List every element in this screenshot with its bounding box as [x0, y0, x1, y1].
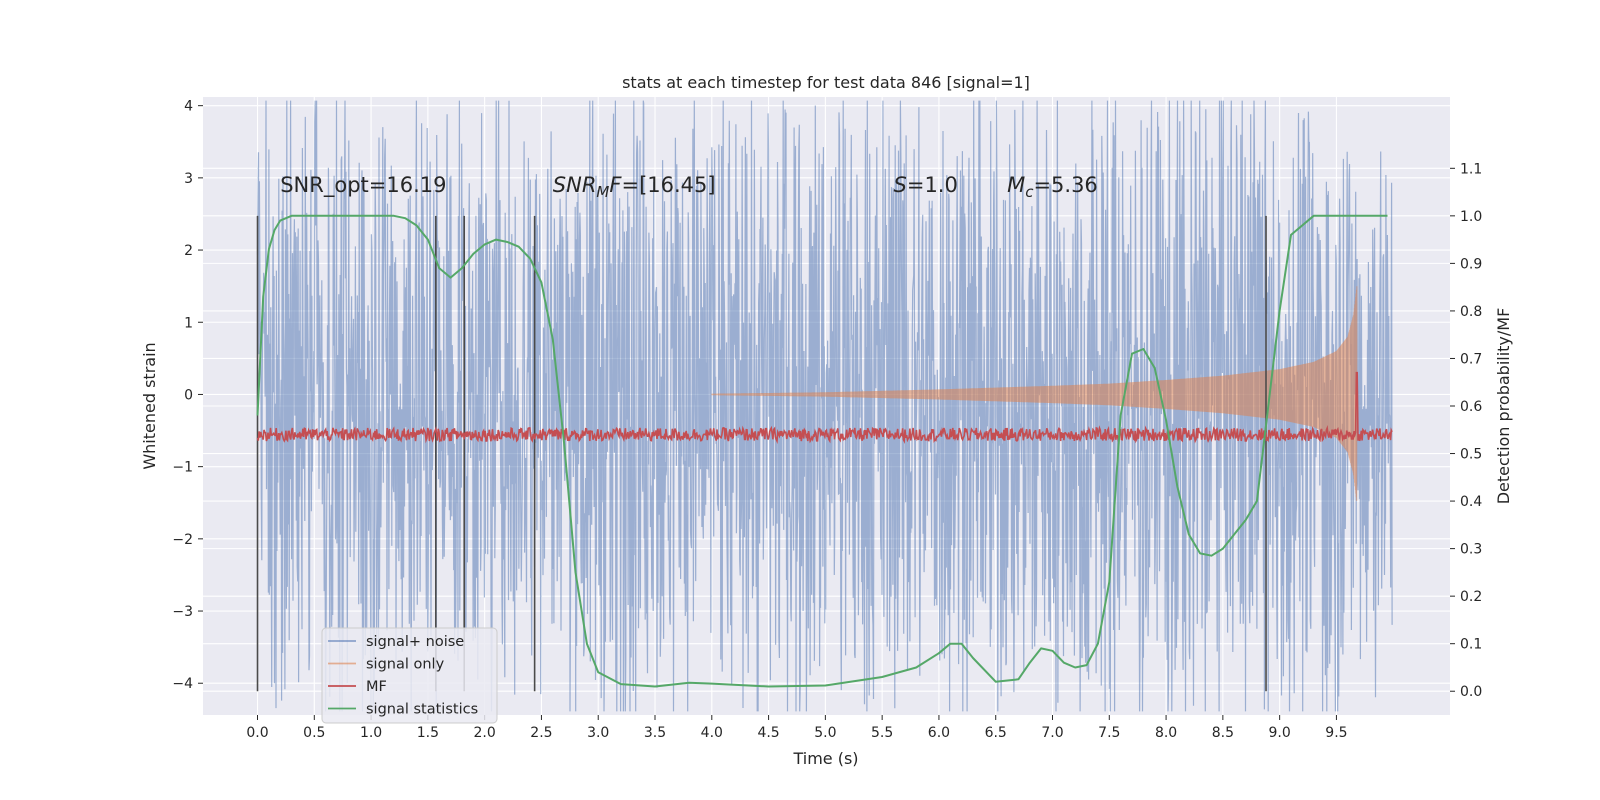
- y-axis-label: Whitened strain: [140, 342, 159, 469]
- signal-noise-series: [256, 100, 1393, 712]
- vertical-lines: [256, 215, 1267, 692]
- x-tick-label: 0.0: [246, 725, 268, 741]
- y-tick-label: −4: [172, 676, 193, 692]
- y-axis-right-label: Detection probability/MF: [1494, 308, 1513, 505]
- y-right-tick-label: 0.2: [1460, 589, 1482, 605]
- x-tick-label: 9.5: [1325, 725, 1347, 741]
- y-right-tick-label: 0.3: [1460, 542, 1482, 558]
- y-right-tick-label: 0.1: [1460, 637, 1482, 653]
- legend-label: signal+ noise: [366, 634, 464, 650]
- mf-line: [256, 371, 1393, 445]
- x-tick-label: 3.5: [644, 725, 666, 741]
- x-tick-label: 7.5: [1098, 725, 1120, 741]
- x-tick-label: 1.0: [360, 725, 382, 741]
- y-tick-label: 2: [184, 243, 193, 259]
- y-right-tick-label: 0.5: [1460, 447, 1482, 463]
- x-tick-label: 5.0: [814, 725, 836, 741]
- ticks: 0.0 0.5 1.0 1.5 2.0 2.5 3.0 3.5 4.0 4.5 5.0 5.5 6.0 6…: [172, 99, 1482, 741]
- annotation-2: SNRMF=[16.45]: [553, 173, 716, 201]
- y-right-tick-label: 0.0: [1460, 684, 1482, 700]
- y-tick-label: −2: [172, 532, 193, 548]
- y-tick-label: 3: [184, 171, 193, 187]
- x-tick-label: 4.0: [701, 725, 723, 741]
- y-right-tick-label: 0.6: [1460, 399, 1482, 415]
- signal-only-series: [711, 286, 1358, 501]
- annotations: SNR_opt=16.19 SNRMF=[16.45] S=1.0 Mc=5.36: [280, 173, 1098, 201]
- annotation-1: SNR_opt=16.19: [280, 173, 446, 198]
- chart-title: stats at each timestep for test data 846…: [622, 73, 1030, 92]
- x-tick-label: 2.0: [474, 725, 496, 741]
- y-right-tick-label: 1.1: [1460, 161, 1482, 177]
- signal-statistics-line: [256, 214, 1388, 688]
- y-tick-label: −3: [172, 604, 193, 620]
- legend-label: signal only: [366, 657, 445, 673]
- x-tick-label: 4.5: [757, 725, 779, 741]
- y-right-tick-label: 0.9: [1460, 256, 1482, 272]
- x-tick-label: 5.5: [871, 725, 893, 741]
- x-tick-label: 7.0: [1041, 725, 1063, 741]
- x-tick-label: 8.5: [1212, 725, 1234, 741]
- x-tick-label: 0.5: [303, 725, 325, 741]
- x-tick-label: 2.5: [530, 725, 552, 741]
- y-right-tick-label: 0.7: [1460, 351, 1482, 367]
- x-tick-label: 9.0: [1269, 725, 1291, 741]
- y-tick-label: 4: [184, 99, 193, 115]
- annotation-4: Mc=5.36: [1007, 173, 1098, 201]
- signal-noise-line: [256, 100, 1393, 712]
- annotation-3: S=1.0: [894, 173, 958, 197]
- mf-series: [256, 371, 1393, 445]
- legend: signal+ noise signal only MF signal statist…: [321, 627, 498, 724]
- y-right-tick-label: 0.4: [1460, 494, 1482, 510]
- legend-label: MF: [366, 679, 387, 695]
- x-tick-label: 6.5: [985, 725, 1007, 741]
- signal-only-line: [711, 286, 1358, 501]
- y-tick-label: 1: [184, 315, 193, 331]
- y-right-tick-label: 0.8: [1460, 304, 1482, 320]
- x-tick-label: 8.0: [1155, 725, 1177, 741]
- x-tick-label: 6.0: [928, 725, 950, 741]
- x-axis-label: Time (s): [792, 749, 858, 768]
- y-right-tick-label: 1.0: [1460, 209, 1482, 225]
- x-tick-label: 1.5: [417, 725, 439, 741]
- legend-label: signal statistics: [366, 702, 478, 718]
- x-tick-label: 3.0: [587, 725, 609, 741]
- y-tick-label: 0: [184, 387, 193, 403]
- y-tick-label: −1: [172, 460, 193, 476]
- signal-statistics-series: [256, 214, 1388, 688]
- legend-box: [321, 627, 498, 724]
